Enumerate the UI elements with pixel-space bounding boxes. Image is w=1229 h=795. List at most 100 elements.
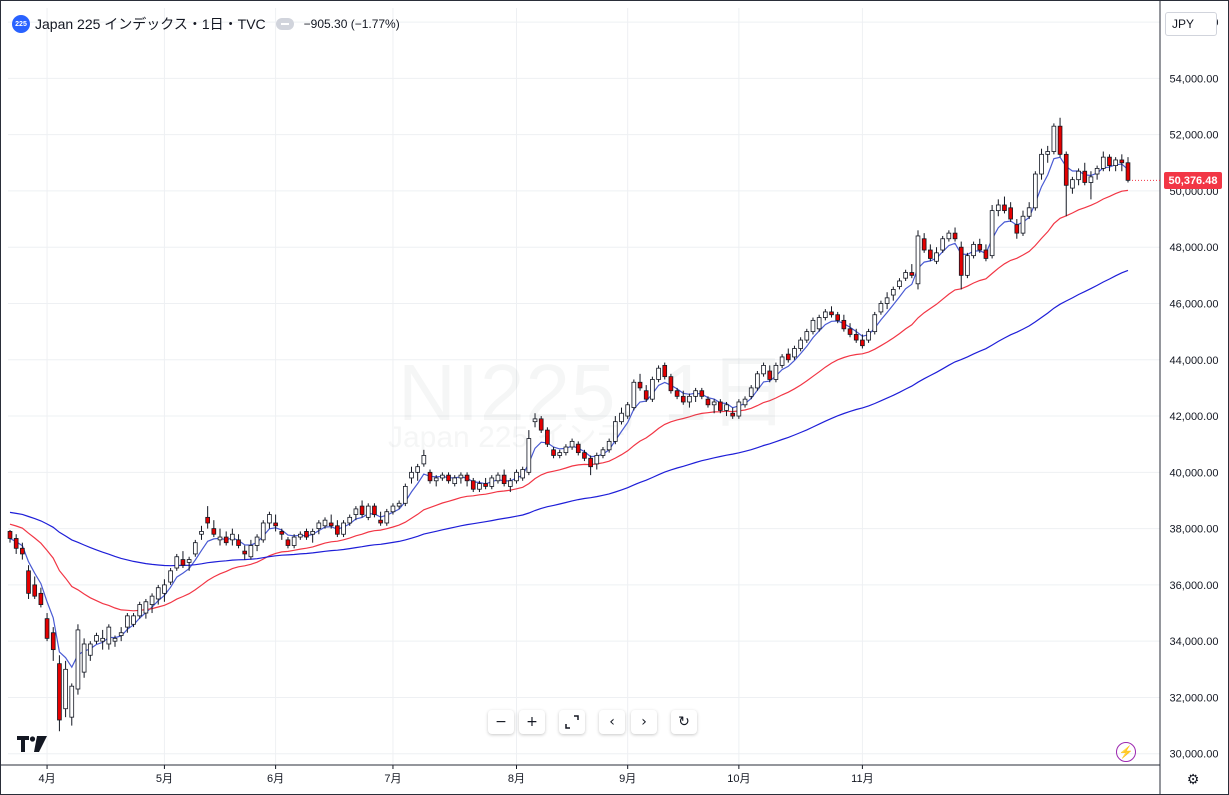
y-tick-label: 32,000.00 <box>1170 692 1219 704</box>
candle-body-down <box>427 471 433 482</box>
candle <box>582 449 587 462</box>
candle <box>989 204 995 259</box>
candle <box>995 199 1001 217</box>
candle-body-up <box>631 381 637 409</box>
candle-body-up <box>477 483 482 490</box>
candle <box>773 362 779 383</box>
scroll-right-button[interactable]: › <box>631 710 657 734</box>
candle-body-down <box>699 390 705 397</box>
candle-body-down <box>928 249 933 259</box>
candle <box>866 328 871 343</box>
candle-body-down <box>680 395 686 403</box>
candle <box>1002 196 1007 214</box>
candle-body-up <box>526 438 532 473</box>
candle <box>872 311 878 335</box>
candle <box>1107 154 1112 172</box>
candle-body-up <box>1113 159 1118 166</box>
candle-body-up <box>693 390 698 397</box>
currency-select[interactable]: JPY <box>1165 12 1217 36</box>
candle-body-up <box>903 272 908 279</box>
candle <box>106 624 112 650</box>
candle <box>1063 151 1069 217</box>
candle-body-up <box>890 289 896 296</box>
candle-body-up <box>155 587 161 600</box>
candle <box>1082 162 1088 186</box>
candle-body-up <box>1026 207 1032 217</box>
candle <box>69 683 75 726</box>
candle-body-up <box>341 522 346 535</box>
candle-body-down <box>328 522 334 527</box>
candle <box>1033 171 1038 211</box>
candle <box>322 517 328 529</box>
candle-body-down <box>242 550 248 555</box>
candle <box>934 247 939 265</box>
reset-chart-button[interactable]: ↻ <box>671 710 697 734</box>
candle <box>884 292 890 310</box>
candle <box>217 528 223 546</box>
tradingview-logo-icon[interactable] <box>17 736 47 752</box>
candle <box>680 390 686 405</box>
candle-body-up <box>81 643 87 673</box>
zoom-in-button[interactable]: + <box>519 710 545 734</box>
scroll-left-button[interactable]: ‹ <box>599 710 625 734</box>
reset-scale-button[interactable] <box>559 710 585 734</box>
candle-body-up <box>514 471 519 482</box>
candle-body-up <box>1088 176 1094 183</box>
candle <box>291 534 297 549</box>
candle-body-down <box>921 238 927 251</box>
candle-body-up <box>1094 168 1100 175</box>
candle-body-up <box>390 505 396 513</box>
symbol-logo-icon[interactable]: 225 <box>12 15 30 33</box>
candle <box>643 385 649 402</box>
candle <box>1039 148 1044 180</box>
candle-body-up <box>773 364 779 380</box>
candle <box>341 520 346 538</box>
candle <box>878 300 884 315</box>
candle <box>365 503 371 521</box>
candle-body-up <box>934 252 939 262</box>
candle <box>501 469 507 487</box>
candle-body-down <box>211 528 217 535</box>
candle-body-down <box>32 584 38 597</box>
candle <box>940 235 946 253</box>
candle-body-down <box>538 418 544 431</box>
candle-body-up <box>866 331 871 341</box>
candle-body-down <box>588 457 593 468</box>
zoom-out-button[interactable]: − <box>488 710 514 734</box>
candle <box>600 447 606 459</box>
candle-body-up <box>260 522 266 541</box>
candle <box>965 252 970 279</box>
candle-body-up <box>267 514 272 524</box>
candle-body-down <box>1057 125 1063 155</box>
candle <box>297 531 303 540</box>
candle <box>1014 219 1020 239</box>
candle <box>508 477 513 493</box>
candle-body-down <box>335 525 340 535</box>
candle-body-up <box>495 474 501 482</box>
candle <box>606 438 612 453</box>
candle-body-down <box>464 474 470 482</box>
candle <box>20 542 25 560</box>
candle-body-up <box>131 615 136 625</box>
candle-body-up <box>217 536 223 541</box>
candle <box>674 387 680 400</box>
candle-body-up <box>452 477 458 484</box>
candle-body-down <box>304 531 309 538</box>
candle-body-up <box>125 615 130 628</box>
symbol-title[interactable]: Japan 225 インデックス・1日・TVC <box>35 16 266 32</box>
x-tick-label: 5月 <box>156 773 173 785</box>
settings-gear-icon[interactable]: ⚙ <box>1186 772 1200 788</box>
candle <box>100 629 105 650</box>
candle-body-up <box>1070 179 1075 189</box>
y-tick-label: 52,000.00 <box>1170 130 1219 142</box>
candle <box>699 387 705 400</box>
candle-body-down <box>501 474 507 484</box>
candle <box>495 472 501 484</box>
candle <box>7 530 13 543</box>
candle <box>810 317 816 335</box>
lightning-icon[interactable]: ⚡ <box>1116 742 1136 762</box>
candle-body-up <box>230 533 235 541</box>
legend-toggle-icon[interactable] <box>275 18 294 30</box>
candle <box>1076 168 1081 186</box>
